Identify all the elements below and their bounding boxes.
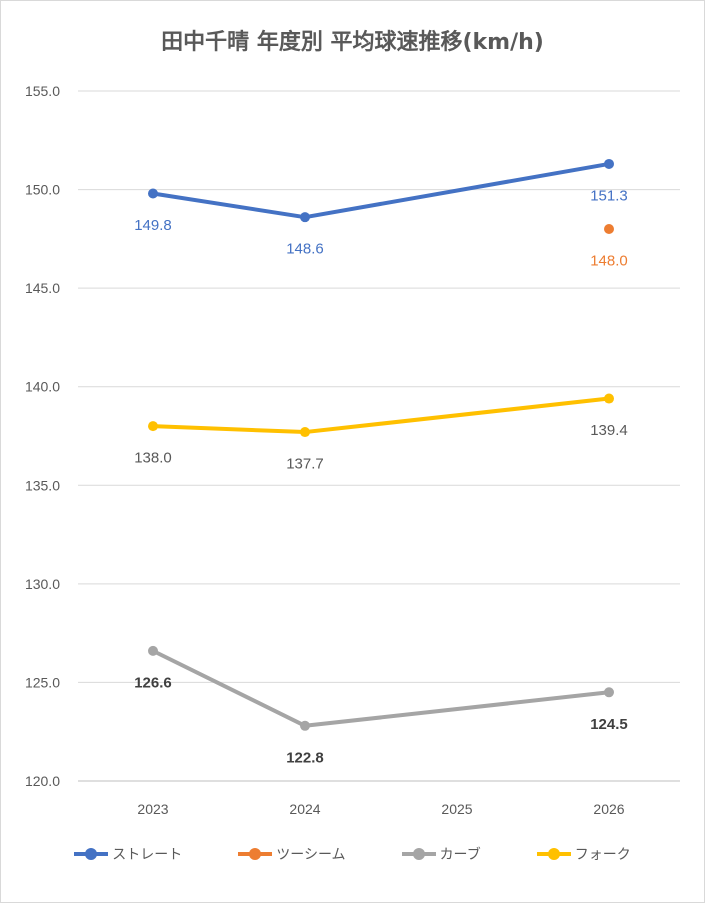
y-tick-label: 140.0 [25, 379, 60, 395]
data-point [604, 393, 614, 404]
y-tick-label: 120.0 [25, 773, 60, 789]
legend-label: ストレート [112, 847, 183, 863]
y-tick-label: 145.0 [25, 280, 60, 296]
data-label: 151.3 [590, 187, 628, 204]
x-tick-label: 2026 [593, 801, 624, 817]
data-point [604, 158, 614, 169]
x-tick-label: 2024 [289, 801, 320, 817]
legend-item: フォーク [536, 844, 631, 864]
y-tick-label: 130.0 [25, 576, 60, 592]
legend-label: フォーク [574, 847, 631, 863]
legend-marker-icon [238, 848, 273, 860]
data-label: 149.8 [134, 217, 172, 234]
data-point [148, 645, 158, 656]
data-point [300, 427, 310, 438]
plot-area: 120.0 125.0 130.0 135.0 140.0 145.0 150.0 155.0… [25, 83, 680, 817]
series-line [151, 396, 611, 435]
data-point [604, 224, 614, 234]
data-label: 138.0 [134, 450, 172, 467]
data-label: 148.0 [590, 253, 628, 270]
x-tick-label: 2025 [441, 801, 472, 817]
data-point [148, 188, 158, 199]
chart-title: 田中千晴 年度別 平均球速推移(km/h) [161, 30, 544, 55]
data-point [148, 421, 158, 432]
legend-marker-icon [536, 848, 571, 860]
data-point [604, 687, 614, 698]
data-label: 124.5 [590, 716, 628, 733]
legend-item: ストレート [74, 844, 182, 864]
legend-label: カーブ [439, 847, 481, 863]
legend: ストレート ツーシーム カーブ フォーク [0, 840, 705, 868]
legend-label: ツーシーム [276, 847, 346, 863]
legend-item: カーブ [401, 844, 481, 864]
data-label: 148.6 [286, 241, 324, 258]
data-point [300, 720, 310, 731]
legend-item: ツーシーム [238, 844, 346, 864]
y-tick-label: 155.0 [25, 83, 60, 99]
y-tick-label: 135.0 [25, 477, 60, 493]
x-tick-label: 2023 [137, 801, 168, 817]
y-tick-label: 125.0 [25, 674, 60, 690]
data-label: 137.7 [286, 456, 324, 473]
legend-marker-icon [74, 848, 109, 860]
data-label: 122.8 [286, 749, 324, 766]
data-point [300, 212, 310, 223]
data-label: 126.6 [134, 674, 172, 691]
y-tick-label: 150.0 [25, 182, 60, 198]
data-label: 139.4 [590, 422, 628, 439]
series-line [151, 161, 611, 220]
series-line [151, 648, 611, 728]
legend-marker-icon [401, 848, 436, 860]
